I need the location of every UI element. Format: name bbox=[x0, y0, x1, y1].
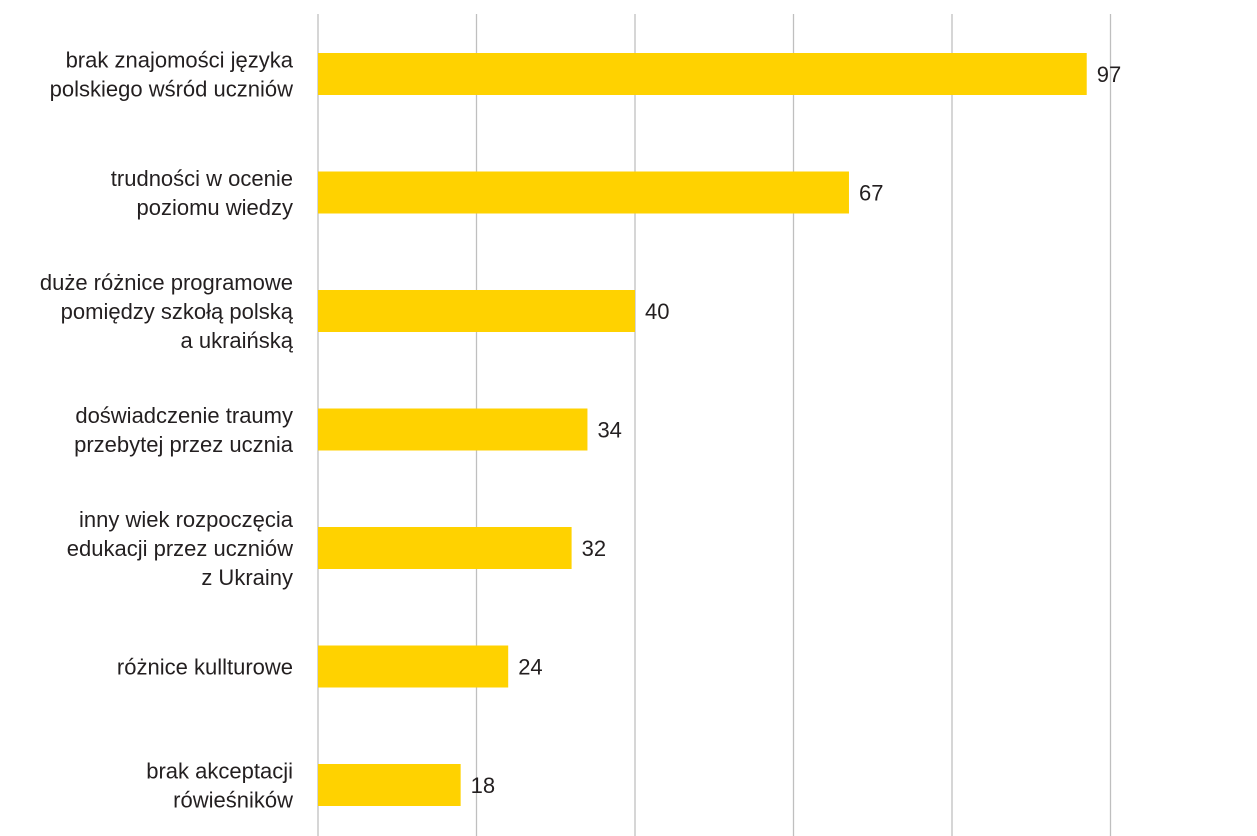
category-label-line: z Ukrainy bbox=[201, 565, 293, 590]
category-label-line: polskiego wśród uczniów bbox=[50, 77, 293, 102]
category-label-line: a ukraińską bbox=[180, 328, 293, 353]
category-label-line: poziomu wiedzy bbox=[136, 195, 293, 220]
bar-1 bbox=[318, 171, 849, 214]
category-label-line: doświadczenie traumy bbox=[75, 403, 293, 428]
bar-6 bbox=[318, 764, 461, 806]
category-label-line: rówieśników bbox=[173, 788, 293, 813]
bar-0 bbox=[318, 53, 1087, 95]
bar-4 bbox=[318, 527, 572, 569]
category-label-line: inny wiek rozpoczęcia bbox=[79, 507, 294, 532]
value-label-2: 40 bbox=[645, 299, 669, 324]
category-label-6: brak akceptacji rówieśników bbox=[146, 759, 293, 813]
value-label-5: 24 bbox=[518, 655, 542, 680]
bar-2 bbox=[318, 290, 635, 332]
category-label-3: doświadczenie traumy przebytej przez uczn… bbox=[74, 403, 294, 457]
category-label-2: duże różnice programowe pomiędzy szkołą p… bbox=[40, 270, 294, 353]
value-label-6: 18 bbox=[471, 773, 495, 798]
category-labels: brak znajomości języka polskiego wśród uc… bbox=[40, 48, 294, 813]
gridlines bbox=[317, 14, 1112, 836]
value-label-0: 97 bbox=[1097, 62, 1121, 87]
category-label-4: inny wiek rozpoczęcia edukacji przez uczn… bbox=[67, 507, 294, 590]
bar-3 bbox=[318, 408, 588, 451]
category-label-line: trudności w ocenie bbox=[111, 166, 293, 191]
bar-5 bbox=[318, 645, 509, 688]
category-label-0: brak znajomości języka polskiego wśród uc… bbox=[50, 48, 294, 102]
bars bbox=[318, 53, 1087, 806]
category-label-line: przebytej przez ucznia bbox=[74, 432, 294, 457]
category-label-5: różnice kullturowe bbox=[117, 655, 293, 680]
category-label-line: brak znajomości języka bbox=[66, 48, 294, 73]
category-label-line: pomiędzy szkołą polską bbox=[61, 299, 294, 324]
category-label-line: brak akceptacji bbox=[146, 759, 293, 784]
value-label-3: 34 bbox=[597, 418, 621, 443]
value-label-4: 32 bbox=[582, 536, 606, 561]
category-label-1: trudności w ocenie poziomu wiedzy bbox=[111, 166, 293, 220]
category-label-line: różnice kullturowe bbox=[117, 655, 293, 680]
value-labels: 97 67 40 34 32 24 18 bbox=[471, 62, 1122, 798]
category-label-line: edukacji przez uczniów bbox=[67, 536, 293, 561]
value-label-1: 67 bbox=[859, 181, 883, 206]
category-label-line: duże różnice programowe bbox=[40, 270, 293, 295]
